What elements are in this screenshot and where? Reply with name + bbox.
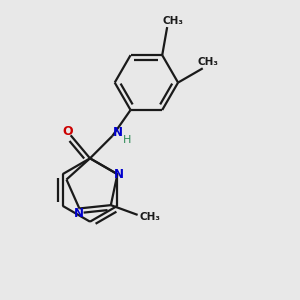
Text: N: N [74,207,84,220]
Text: CH₃: CH₃ [140,212,160,222]
Text: CH₃: CH₃ [163,16,184,26]
Text: H: H [123,135,132,145]
Text: CH₃: CH₃ [197,58,218,68]
Text: N: N [112,126,122,139]
Text: N: N [114,168,124,181]
Text: O: O [62,125,73,139]
